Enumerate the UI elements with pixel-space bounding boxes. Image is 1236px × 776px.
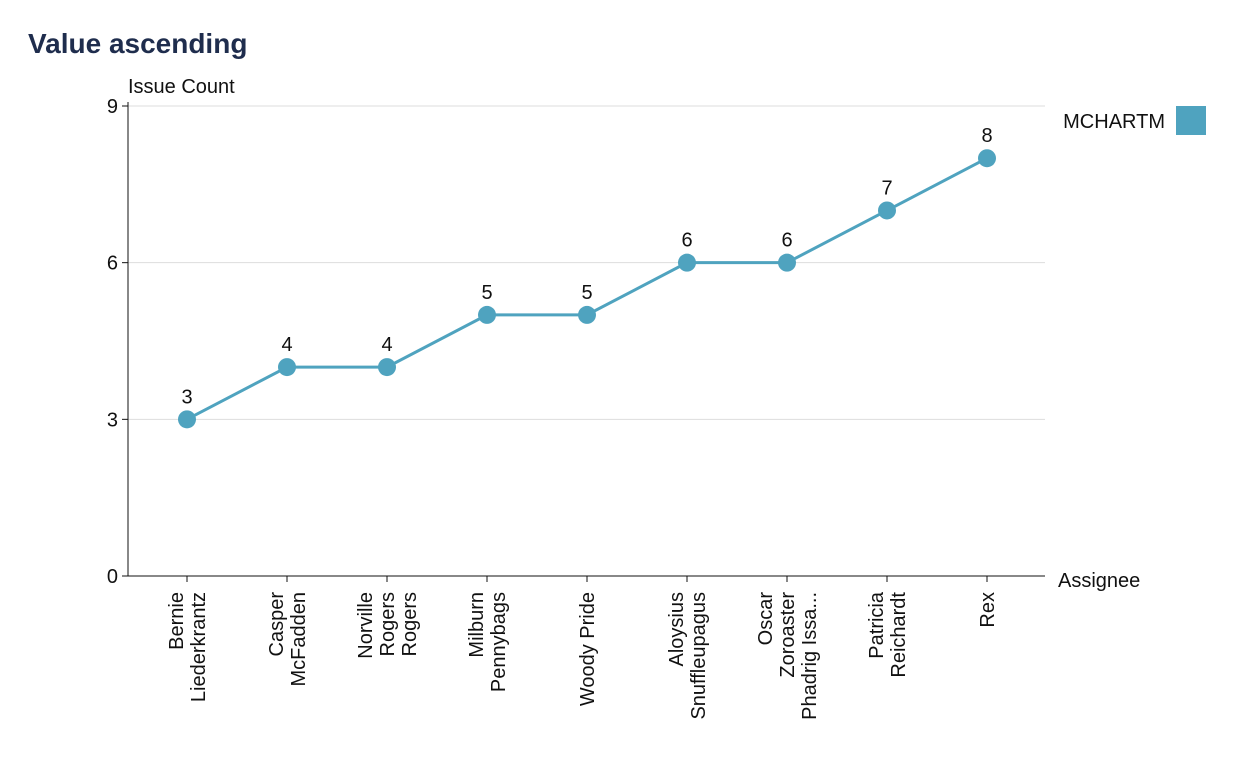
data-label: 4 (381, 334, 392, 356)
x-tick-label: Rogers (377, 592, 399, 656)
x-tick-label: Zoroaster (777, 592, 799, 678)
chart-title: Value ascending (28, 28, 247, 59)
y-tick-label: 0 (107, 566, 118, 588)
x-tick-label: Pennybags (488, 592, 510, 692)
data-label: 7 (881, 177, 892, 199)
point (378, 358, 396, 377)
point (178, 410, 196, 429)
data-label: 4 (281, 334, 292, 356)
x-tick-label: Phadrig Issa... (799, 592, 821, 720)
data-label: 6 (781, 230, 792, 252)
point (578, 305, 596, 324)
legend-label: MCHARTM (1063, 111, 1165, 133)
point (778, 253, 796, 272)
point (878, 201, 896, 220)
x-axis-title: Assignee (1058, 570, 1140, 592)
y-tick-label: 3 (107, 409, 118, 431)
y-tick-label: 6 (107, 253, 118, 275)
point (478, 305, 496, 324)
y-axis-title: Issue Count (128, 76, 235, 98)
data-label: 6 (681, 230, 692, 252)
data-label: 5 (481, 282, 492, 304)
x-tick-label: Rex (977, 592, 999, 628)
x-tick-label: Rogers (399, 592, 421, 656)
x-tick-label: McFadden (288, 592, 310, 687)
x-tick-label: Liederkrantz (188, 592, 210, 702)
x-tick-label: Reichardt (888, 592, 910, 678)
x-tick-label: Aloysius (666, 592, 688, 666)
x-tick-label: Bernie (166, 592, 188, 650)
legend-swatch (1176, 106, 1206, 135)
data-label: 3 (181, 386, 192, 408)
point (978, 149, 996, 168)
x-tick-label: Casper (266, 592, 288, 657)
x-tick-label: Patricia (866, 591, 888, 659)
y-tick-label: 9 (107, 96, 118, 118)
point (678, 253, 696, 272)
x-tick-label: Oscar (755, 592, 777, 646)
point (278, 358, 296, 377)
x-tick-label: Woody Pride (577, 592, 599, 706)
x-tick-label: Milburn (466, 592, 488, 658)
x-tick-label: Snuffleupagus (688, 592, 710, 720)
data-label: 8 (981, 125, 992, 147)
data-label: 5 (581, 282, 592, 304)
x-tick-label: Norville (355, 592, 377, 659)
